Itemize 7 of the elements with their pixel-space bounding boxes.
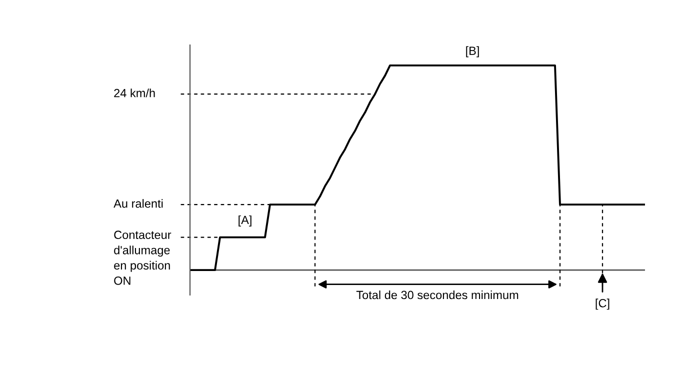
ref-line-label: Au ralenti [114, 199, 163, 208]
text: [C] [596, 298, 610, 310]
annotation: [A] [238, 215, 252, 226]
ref-line-label: 24 km/h [114, 88, 155, 98]
text: Total de 30 secondes minimum [356, 290, 518, 300]
text: [B] [466, 46, 479, 58]
ref-line-label: Contacteur d'allumage en position ON [114, 230, 172, 285]
